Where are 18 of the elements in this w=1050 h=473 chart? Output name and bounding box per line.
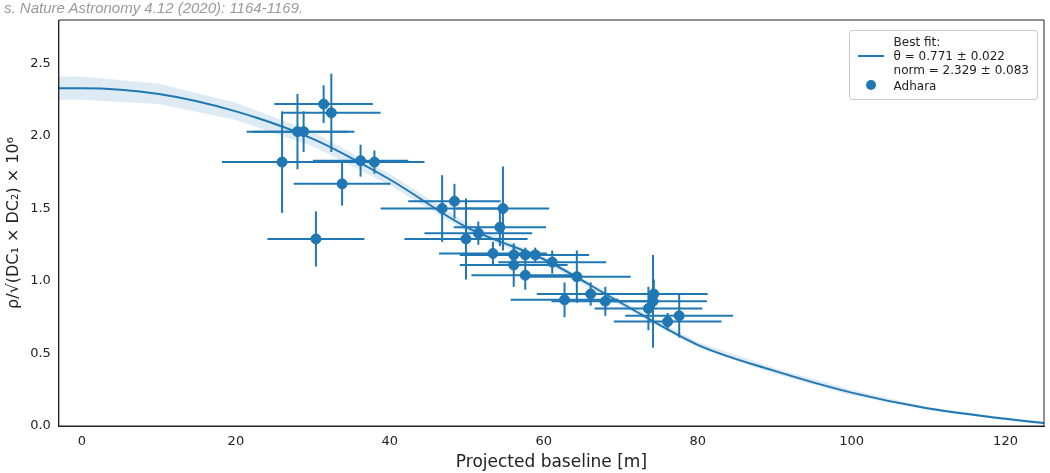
x-tick-label: 20 (227, 433, 245, 449)
x-tick-label: 100 (839, 433, 865, 449)
legend-label: Best fit: θ = 0.771 ± 0.022 norm = 2.329 ± 0.083 (893, 35, 1029, 77)
x-tick-label: 80 (689, 433, 706, 449)
legend-label: Adhara (893, 79, 937, 93)
x-tick-label: 60 (535, 433, 553, 449)
text: s. Nature Astronomy 4.12 (2020): 1164-1169. (4, 0, 304, 16)
x-axis-title: Projected baseline [m] (455, 451, 648, 472)
y-tick-label: 0.0 (30, 417, 51, 433)
y-tick-label: 2.5 (30, 54, 51, 70)
x-tick-label: 120 (993, 433, 1018, 449)
y-tick-label: 1.5 (30, 199, 51, 215)
y-axis-title: ρ/√(DC₁ × DC₂) × 10⁶ (2, 137, 22, 309)
x-tick-label: 0 (77, 433, 87, 449)
y-tick-label: 0.5 (30, 344, 51, 360)
y-tick-label: 2.0 (30, 127, 51, 143)
x-tick-label: 40 (381, 433, 399, 449)
y-tick-label: 1.0 (30, 272, 51, 288)
